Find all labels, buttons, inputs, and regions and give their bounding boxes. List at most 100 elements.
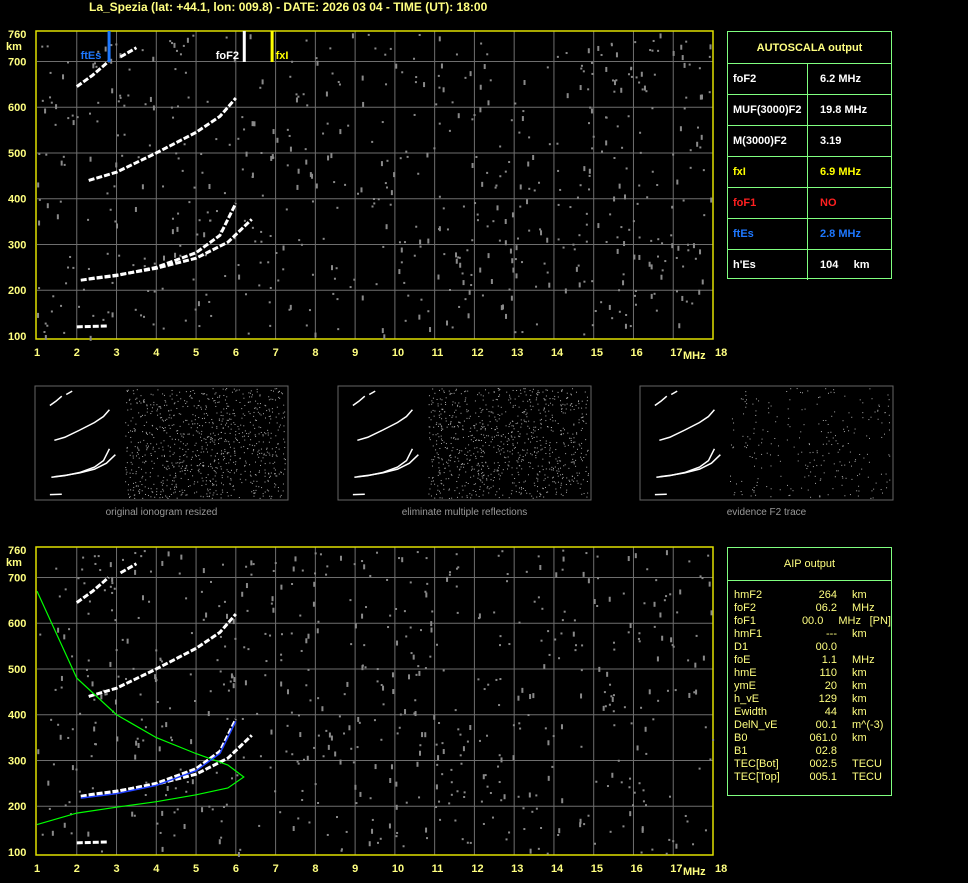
noise-dot	[671, 644, 674, 647]
noise-dot	[233, 677, 236, 683]
noise-dot	[433, 415, 435, 417]
noise-dot	[275, 454, 277, 456]
noise-dot	[496, 420, 498, 422]
noise-dot	[445, 403, 447, 405]
noise-dot	[480, 433, 482, 435]
noise-dot	[538, 409, 540, 411]
noise-dot	[816, 465, 818, 467]
noise-dot	[480, 800, 483, 803]
noise-dot	[486, 225, 489, 228]
noise-dot	[285, 750, 288, 753]
noise-dot	[887, 405, 889, 407]
x-tick-label: 2	[74, 347, 80, 359]
noise-dot	[429, 432, 431, 434]
noise-dot	[111, 591, 114, 594]
noise-dot	[60, 686, 63, 689]
noise-dot	[194, 700, 197, 703]
noise-dot	[888, 414, 890, 416]
noise-dot	[164, 466, 166, 468]
noise-dot	[233, 413, 235, 415]
noise-dot	[217, 433, 219, 435]
noise-dot	[243, 128, 246, 131]
noise-dot	[485, 462, 487, 464]
noise-dot	[622, 592, 625, 595]
noise-dot	[699, 94, 702, 100]
noise-dot	[249, 392, 251, 394]
echo-trace	[88, 734, 253, 797]
noise-dot	[419, 245, 422, 248]
noise-dot	[523, 411, 525, 413]
noise-dot	[482, 427, 484, 429]
noise-dot	[819, 396, 821, 398]
noise-dot	[37, 312, 40, 318]
noise-dot	[441, 426, 443, 428]
noise-dot	[560, 493, 562, 495]
noise-dot	[450, 437, 452, 439]
noise-dot	[270, 155, 273, 161]
noise-dot	[582, 420, 584, 422]
noise-dot	[525, 421, 527, 423]
noise-dot	[872, 497, 874, 499]
noise-dot	[454, 461, 456, 463]
noise-dot	[694, 662, 697, 668]
noise-dot	[264, 432, 266, 434]
noise-dot	[245, 293, 248, 296]
noise-dot	[458, 305, 461, 308]
noise-dot	[511, 436, 513, 438]
noise-dot	[437, 755, 440, 761]
noise-dot	[567, 397, 569, 399]
noise-dot	[253, 415, 255, 417]
noise-dot	[246, 609, 249, 612]
ionogram-plot: 1 2 3 4 5 6 7 8 9 10 11 12 13 14 15 16 17 18MHz1002003004…	[6, 545, 727, 878]
noise-dot	[211, 418, 213, 420]
noise-dot	[859, 473, 861, 475]
noise-dot	[685, 96, 688, 99]
noise-dot	[807, 465, 809, 467]
noise-dot	[438, 86, 441, 89]
noise-dot	[160, 491, 162, 493]
noise-dot	[233, 461, 235, 463]
noise-dot	[428, 477, 430, 479]
noise-dot	[353, 563, 356, 566]
noise-dot	[396, 831, 399, 834]
noise-dot	[490, 441, 492, 443]
noise-dot	[815, 482, 817, 484]
aip-cell: km	[852, 732, 867, 744]
noise-dot	[192, 475, 194, 477]
noise-dot	[268, 473, 270, 475]
x-tick-label: 12	[471, 347, 483, 359]
noise-dot	[153, 401, 155, 403]
noise-dot	[556, 142, 559, 145]
noise-dot	[210, 433, 212, 435]
noise-dot	[441, 483, 443, 485]
noise-dot	[274, 486, 276, 488]
noise-dot	[271, 455, 273, 457]
noise-dot	[220, 836, 223, 839]
noise-dot	[455, 585, 458, 588]
noise-dot	[851, 416, 853, 418]
noise-dot	[438, 389, 440, 391]
noise-dot	[594, 310, 597, 313]
noise-dot	[351, 33, 354, 39]
noise-dot	[482, 450, 484, 452]
noise-dot	[161, 560, 164, 566]
noise-dot	[300, 243, 303, 246]
noise-dot	[700, 94, 703, 100]
noise-dot	[823, 472, 825, 474]
x-tick-label: 17	[670, 347, 682, 359]
noise-dot	[213, 461, 215, 463]
noise-dot	[268, 396, 270, 398]
noise-dot	[570, 403, 572, 405]
noise-dot	[269, 415, 271, 417]
noise-dot	[511, 212, 514, 218]
noise-dot	[198, 432, 200, 434]
noise-dot	[802, 392, 804, 394]
noise-dot	[699, 249, 702, 255]
noise-dot	[859, 454, 861, 456]
noise-dot	[855, 459, 857, 461]
noise-dot	[276, 406, 278, 408]
noise-dot	[166, 496, 168, 498]
noise-dot	[475, 412, 477, 414]
noise-dot	[509, 402, 511, 404]
noise-dot	[396, 732, 399, 735]
